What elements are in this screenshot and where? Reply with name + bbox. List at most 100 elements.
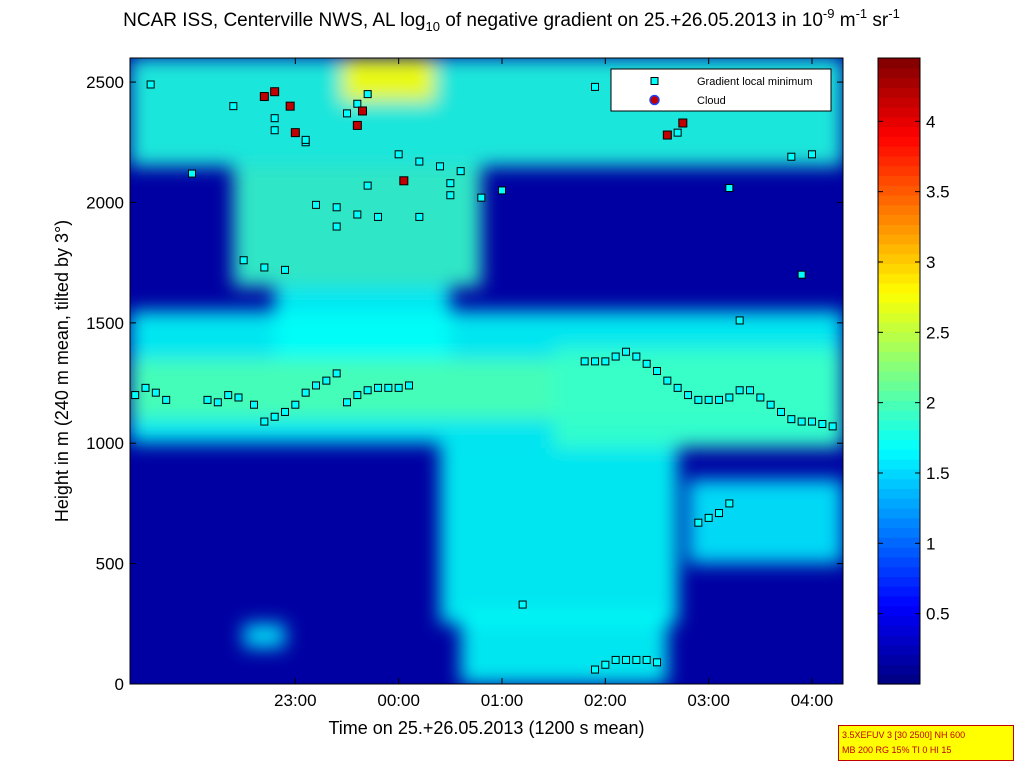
gradient-minimum-marker [363,386,372,395]
gradient-minimum-marker [281,265,289,274]
y-tick-label: 2000 [86,193,124,212]
gradient-minimum-marker [384,383,393,392]
colorbar-segment [878,341,920,353]
gradient-minimum-marker [632,655,641,664]
gradient-minimum-marker [580,357,589,366]
cloud-marker [678,118,688,128]
x-tick-label: 02:00 [584,691,627,710]
gradient-minimum-marker [704,395,713,404]
gradient-minimum-marker [591,357,599,366]
axes-layer: 23:00 00:00 01:00 02:00 03:00 04:00 0 500 1000 15… [52,57,844,738]
gradient-minimum-marker [394,383,403,392]
gradient-minimum-marker [673,383,682,392]
gradient-minimum-marker [446,179,455,188]
y-tick-label: 1500 [86,314,124,333]
gradient-minimum-marker [746,386,754,395]
colorbar-segment [878,67,920,79]
gradient-minimum-marker [291,400,300,409]
heatmap-layer [130,58,843,684]
gradient-minimum-marker [777,407,785,416]
gradient-minimum-marker [270,114,279,123]
gradient-minimum-marker [224,391,233,400]
gradient-minimum-marker [498,186,506,195]
heatmap-region [440,443,678,624]
cloud-marker [259,92,269,102]
colorbar-segment [878,58,920,69]
gradient-minimum-marker [622,347,630,356]
gradient-minimum-marker [797,270,806,279]
heatmap-regions [130,58,843,684]
gradient-minimum-marker [332,369,341,378]
gradient-minimum-marker [704,513,713,522]
legend-circle-icon [649,94,660,106]
gradient-minimum-marker [353,99,362,108]
colorbar-tick-label: 2 [926,394,935,413]
gradient-minimum-marker [301,388,310,397]
colorbar-segment [878,185,920,196]
gradient-minimum-marker [611,655,620,664]
colorbar-segment [878,312,920,323]
colorbar-segment [878,146,920,157]
colorbar-tick-label: 3 [926,253,935,272]
heatmap-clip [130,58,843,684]
colorbar-segment [878,419,920,431]
legend: Gradient local minimum Cloud [610,68,832,112]
colorbar-segment [878,282,920,294]
gradient-minimum-marker [270,126,279,135]
colorbar-segment [878,165,920,176]
colorbar-segment [878,478,920,489]
gradient-minimum-marker [591,665,599,674]
gradient-minimum-marker [446,191,455,200]
colorbar-segment [878,390,920,401]
gradient-minimum-marker [725,184,734,193]
gradient-minimum-marker [405,381,413,390]
colorbar-segment [878,371,920,382]
chart-title-exp1: -9 [822,6,835,21]
series-clip [131,80,837,674]
gradient-minimum-marker [301,135,310,144]
colorbar-segment [878,97,920,108]
gradient-minimum-marker [436,162,444,171]
chart-title-unit2: sr [867,10,889,31]
gradient-minimum-marker [642,359,651,368]
gradient-minimum-marker [229,102,238,111]
gradient-minimum-marker [735,316,744,325]
colorbar-segment [878,126,920,137]
gradient-minimum-marker [715,395,723,404]
legend-label: Gradient local minimum [697,76,813,88]
colorbar-tick-label: 1 [926,534,935,553]
gradient-minimum-marker [456,167,465,176]
series-cloud [259,87,688,186]
gradient-minimum-marker [343,398,351,407]
gradient-minimum-marker [477,193,486,202]
gradient-minimum-marker [673,128,682,137]
colorbar-segment [878,243,920,255]
heatmap-region [233,166,482,287]
gradient-minimum-marker [715,509,723,518]
x-tick-label: 04:00 [791,691,834,710]
colorbar-segment [878,595,920,607]
colorbar-segment [878,87,920,98]
info-box: 3.5XEFUV 3 [30 2500] NH 600 MB 200 RG 15… [838,725,1014,761]
chart-title-unit1: m [834,10,856,31]
colorbar-segment [878,263,920,274]
gradient-minimum-marker [787,152,796,161]
gradient-minimum-marker [694,518,703,527]
legend-box [610,68,832,112]
gradient-minimum-marker [234,393,243,402]
colorbar-tick-label: 2.5 [926,323,950,342]
chart-title-middle: of negative gradient on 25.+26.05.2013 i… [439,10,823,31]
colorbar-tick-label: 4 [926,112,935,131]
gradient-minimum-marker [622,655,630,664]
x-tick-label: 01:00 [481,691,524,710]
colorbar-segment [878,77,920,88]
y-tick-label: 500 [96,555,124,574]
colorbar-frame [877,57,921,685]
cloud-marker [290,128,300,138]
chart-title-exp2: -1 [855,6,868,21]
x-axis-label: Time on 25.+26.05.2013 (1200 s mean) [328,718,644,738]
gradient-minimum-marker [322,376,331,385]
colorbar-segment [878,380,920,392]
gradient-minimum-marker [394,150,403,159]
cloud-marker [352,120,362,130]
